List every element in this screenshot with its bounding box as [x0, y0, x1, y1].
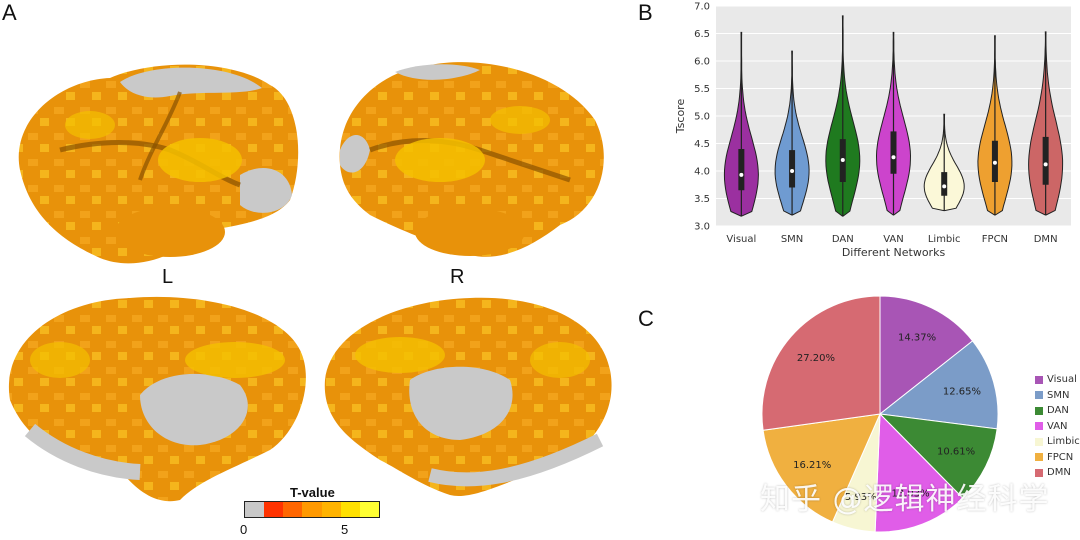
x-tick-label: FPCN: [982, 234, 1008, 245]
violin-chart: 3.0 3.5 4.0 4.5 5.0 5.5 6.0 6.5 7.0 Visual SMN DAN V…: [674, 2, 1071, 259]
y-tick-label: 3.5: [694, 194, 710, 205]
hemisphere-label-left: L: [162, 266, 174, 288]
panel-letter-b: B: [638, 0, 653, 25]
legend-label: Limbic: [1047, 436, 1080, 448]
legend-item-van: VAN: [1035, 419, 1080, 435]
pie-chart: 14.37% 12.65% 10.61% 13.03% 5.93% 16.21% 27.20…: [761, 295, 999, 533]
pie-slice-dan: [878, 413, 998, 499]
legend-swatch: [1035, 391, 1043, 400]
legend-swatch: [1035, 437, 1043, 446]
legend-item-dan: DAN: [1035, 403, 1080, 419]
median-dot-dmn: [1043, 162, 1048, 167]
pie-label-smn: 12.65%: [943, 386, 981, 397]
median-dot-dan: [840, 158, 845, 162]
y-tick-label: 7.0: [694, 2, 710, 13]
pie-label-dan: 10.61%: [937, 447, 975, 458]
colorbar-segment: [321, 502, 341, 517]
legend-label: DMN: [1047, 467, 1071, 479]
x-tick-label: SMN: [781, 234, 803, 245]
colorbar-segment: [340, 502, 360, 517]
pie-label-limbic: 5.93%: [845, 492, 877, 503]
x-tick-label: VAN: [883, 234, 904, 245]
colorbar-segment: [283, 502, 303, 517]
pie-label-visual: 14.37%: [898, 333, 936, 344]
legend-swatch: [1035, 406, 1043, 415]
colorbar-segment: [264, 502, 284, 517]
pie-slice-fpcn: [762, 413, 881, 523]
legend-item-dmn: DMN: [1035, 465, 1080, 481]
pie-label-fpcn: 16.21%: [793, 460, 831, 471]
legend-label: SMN: [1047, 389, 1070, 401]
right-medial-hemisphere: [324, 297, 612, 496]
legend-swatch: [1035, 422, 1043, 431]
pie-slice-dmn: [761, 295, 881, 431]
pie-slice-smn: [878, 340, 999, 430]
colorbar: [244, 501, 380, 518]
left-medial-hemisphere: [8, 296, 306, 502]
y-tick-label: 5.0: [694, 112, 710, 123]
median-dot-van: [891, 155, 896, 160]
iqr-box-limbic: [941, 172, 948, 196]
left-lateral-hemisphere: [18, 64, 299, 264]
legend-item-fpcn: FPCN: [1035, 450, 1080, 466]
legend-label: DAN: [1047, 405, 1069, 417]
legend-item-visual: Visual: [1035, 372, 1080, 388]
x-axis-label: Different Networks: [842, 246, 946, 259]
median-dot-smn: [790, 169, 795, 173]
x-tick-label: DMN: [1034, 234, 1058, 245]
iqr-box-dmn: [1042, 136, 1049, 185]
legend-label: Visual: [1047, 374, 1077, 386]
x-tick-label: DAN: [832, 234, 854, 245]
legend-item-smn: SMN: [1035, 388, 1080, 404]
median-dot-visual: [739, 172, 744, 177]
right-lateral-hemisphere: [339, 62, 604, 257]
median-dot-limbic: [942, 184, 947, 189]
pie-label-dmn: 27.20%: [797, 353, 835, 364]
legend-item-limbic: Limbic: [1035, 434, 1080, 450]
y-tick-label: 4.0: [694, 167, 710, 178]
y-tick-label: 6.0: [694, 57, 710, 68]
colorbar-tick-min: 0: [240, 522, 248, 537]
pie-slice-visual: [879, 295, 974, 416]
iqr-box-smn: [789, 150, 796, 188]
pie-label-van: 13.03%: [892, 488, 930, 499]
y-tick-label: 3.0: [694, 222, 710, 233]
y-tick-label: 5.5: [694, 84, 710, 95]
legend-label: FPCN: [1047, 451, 1074, 463]
brain-surface-figure: [8, 62, 612, 502]
colorbar-tick-mid: 5: [341, 522, 349, 537]
colorbar-segment: [245, 502, 265, 517]
iqr-box-visual: [738, 149, 745, 191]
x-tick-label: Limbic: [928, 234, 961, 245]
legend-swatch: [1035, 468, 1043, 477]
x-tick-label: Visual: [726, 234, 756, 245]
median-dot-fpcn: [992, 160, 997, 165]
colorbar-title: T-value: [290, 485, 335, 500]
colorbar-segment: [359, 502, 379, 517]
watermark-text: 知乎 @逻辑神经科学: [760, 482, 1050, 517]
y-axis-label: Tscore: [674, 99, 687, 135]
panel-letter-a: A: [2, 0, 17, 25]
pie-legend: Visual SMN DAN VAN Limbic FPCN DMN: [1035, 372, 1080, 481]
pie-slice-van: [874, 412, 964, 533]
y-tick-label: 4.5: [694, 139, 710, 150]
y-tick-label: 6.5: [694, 29, 710, 40]
panel-letter-c: C: [638, 306, 654, 331]
legend-swatch: [1035, 375, 1043, 384]
legend-swatch: [1035, 453, 1043, 462]
hemisphere-label-right: R: [450, 266, 465, 288]
colorbar-segment: [302, 502, 322, 517]
iqr-box-van: [890, 131, 897, 174]
legend-label: VAN: [1047, 420, 1068, 432]
